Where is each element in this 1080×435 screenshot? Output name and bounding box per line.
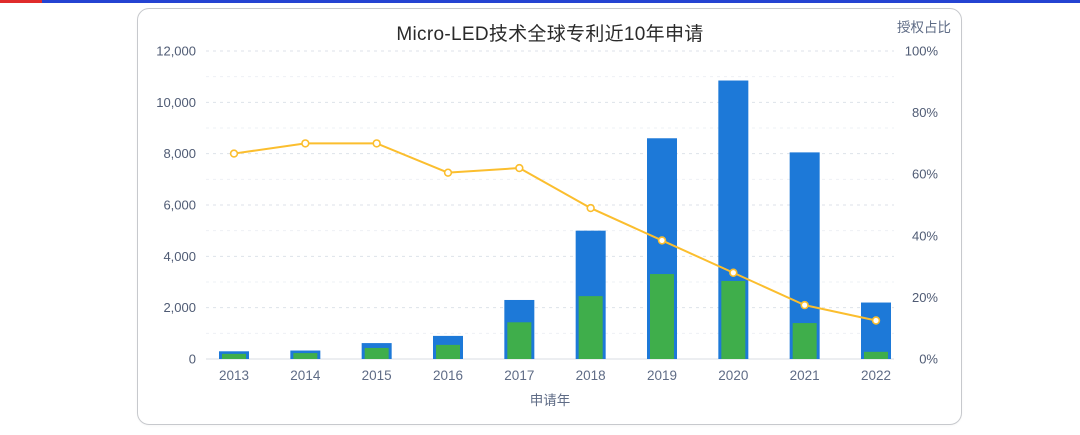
applications-granted-bar-2021[interactable]: [792, 323, 817, 359]
x-axis-tick-label: 2016: [433, 368, 463, 383]
x-axis-tick-label: 2014: [290, 368, 321, 383]
grant-ratio-line[interactable]: [233, 142, 877, 322]
grant-ratio-point-2016[interactable]: [443, 168, 453, 177]
left-axis-tick-label: 6,000: [163, 198, 196, 213]
left-axis-tick-label: 2,000: [163, 300, 196, 315]
grant-ratio-point-2020[interactable]: [729, 268, 738, 277]
applications-granted-bar-2019[interactable]: [650, 274, 674, 359]
left-axis-tick-label: 10,000: [156, 95, 196, 110]
top-accent-blue-segment: [42, 0, 1080, 3]
left-axis-tick-label: 4,000: [163, 249, 196, 264]
x-axis-tick-label: 2013: [219, 368, 249, 383]
x-axis-tick-label: 2020: [718, 368, 748, 383]
top-accent-line: [0, 0, 1080, 3]
x-axis-tick-label: 2019: [647, 368, 677, 383]
grant-ratio-point-2013[interactable]: [229, 149, 239, 158]
right-axis-tick-label: 0%: [919, 352, 938, 367]
x-axis-tick-label: 2021: [790, 368, 820, 383]
left-axis-tick-label: 12,000: [156, 44, 196, 59]
applications-granted-bar-2016[interactable]: [436, 344, 460, 359]
right-axis-title: 授权占比: [897, 20, 951, 35]
grant-ratio-point-2017[interactable]: [515, 163, 524, 173]
grant-ratio-point-2019[interactable]: [657, 236, 667, 245]
left-axis-tick-label: 8,000: [163, 146, 196, 161]
applications-total-bar-2022[interactable]: [861, 302, 891, 359]
right-axis-tick-label: 80%: [912, 105, 938, 120]
left-axis-tick-label: 0: [189, 352, 196, 367]
x-axis-tick-label: 2018: [576, 368, 606, 383]
chart-title: Micro-LED技术全球专利近10年申请: [396, 24, 704, 45]
applications-granted-bar-2015[interactable]: [364, 347, 389, 359]
applications-granted-bar-2020[interactable]: [721, 280, 746, 359]
right-axis-tick-label: 40%: [912, 228, 938, 243]
grant-ratio-point-2021[interactable]: [800, 300, 809, 310]
right-axis-tick-label: 60%: [912, 167, 938, 182]
x-axis-tick-label: 2015: [362, 368, 392, 383]
x-axis-title: 申请年: [529, 393, 571, 408]
grant-ratio-point-2018[interactable]: [586, 203, 595, 213]
x-axis-tick-label: 2022: [861, 368, 891, 383]
top-accent-red-segment: [0, 0, 42, 3]
chart-canvas[interactable]: 0 2,000 4,000 6,000 8,000 10,000 12,000 0% 20% 40…: [138, 9, 961, 424]
grant-ratio-point-2022[interactable]: [871, 316, 881, 325]
applications-granted-bar-2014[interactable]: [293, 353, 318, 359]
chart-card: 0 2,000 4,000 6,000 8,000 10,000 12,000 0% 20% 40…: [137, 8, 962, 425]
applications-granted-bar-2018[interactable]: [578, 296, 603, 359]
applications-granted-bar-2013[interactable]: [222, 353, 246, 359]
right-axis-tick-label: 20%: [912, 290, 938, 305]
x-axis-tick-label: 2017: [504, 368, 534, 383]
right-axis-tick-label: 100%: [905, 44, 939, 59]
grant-ratio-point-2014[interactable]: [301, 139, 310, 148]
grant-ratio-point-2015[interactable]: [372, 139, 381, 148]
applications-granted-bar-2017[interactable]: [507, 322, 532, 359]
applications-granted-bar-2022[interactable]: [864, 351, 888, 359]
